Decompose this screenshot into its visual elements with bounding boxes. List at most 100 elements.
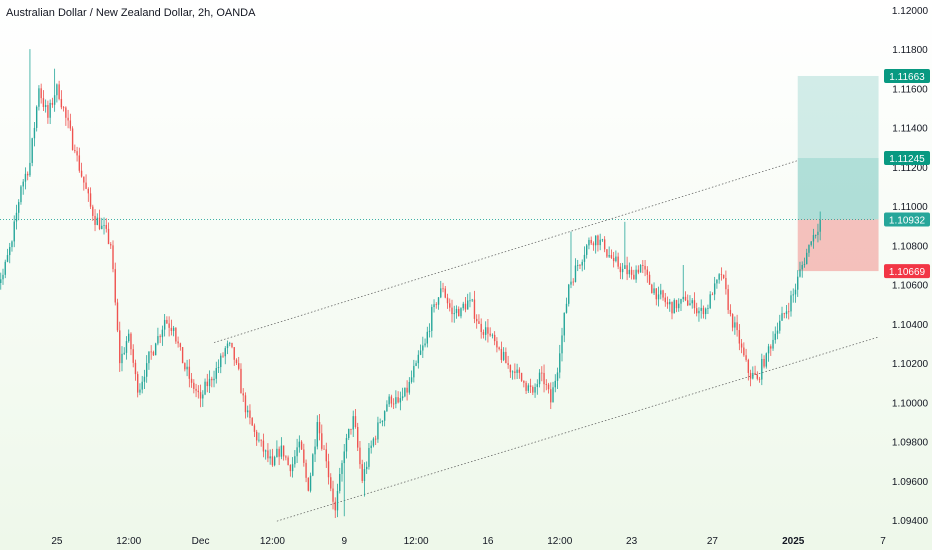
candle-body (426, 331, 429, 344)
candle-body (716, 279, 718, 284)
candle-body (282, 445, 285, 457)
candle-body (785, 311, 788, 315)
channel-upper-line[interactable] (213, 160, 798, 343)
channel-lower-line[interactable] (276, 336, 879, 522)
y-tick-label: 1.09800 (892, 438, 929, 449)
candle-body (199, 392, 202, 399)
candle-body (208, 378, 211, 387)
candle-body (783, 313, 785, 315)
target-zone-lower[interactable] (797, 158, 879, 220)
candle-body (213, 378, 215, 381)
candle-body (630, 269, 633, 275)
candle-body (298, 441, 301, 448)
candle-body (500, 349, 503, 360)
chart-title: Australian Dollar / New Zealand Dollar, … (6, 7, 256, 19)
candle-body (287, 457, 289, 466)
candle-body (42, 98, 45, 107)
y-tick-label: 1.12000 (892, 6, 929, 17)
candle-body (648, 274, 651, 285)
candle-body (285, 456, 287, 458)
candle-body (134, 362, 137, 375)
candle-body (31, 138, 33, 163)
x-tick-label: 25 (51, 536, 63, 547)
candle-body (758, 378, 761, 380)
candle-body (11, 241, 13, 248)
candle-body (671, 301, 673, 314)
candle-body (20, 186, 22, 203)
candle-body (33, 127, 36, 139)
candle-body (278, 448, 280, 457)
candle-body (487, 327, 489, 334)
candle-body (653, 288, 655, 294)
candle-body (222, 355, 224, 357)
candle-body (51, 102, 54, 105)
candle-body (170, 327, 173, 331)
candle-body (635, 269, 637, 280)
candle-body (801, 265, 803, 270)
candle-body (462, 303, 464, 309)
candle-body (332, 488, 334, 502)
candle-body (424, 343, 426, 346)
y-tick-label: 1.10200 (892, 359, 929, 370)
candle-body (731, 314, 734, 328)
candle-body (725, 277, 727, 290)
candle-body (565, 303, 568, 313)
candle-body (761, 358, 763, 380)
candle-body (480, 323, 482, 333)
candle-body (433, 304, 435, 308)
candle-body (330, 477, 332, 489)
candle-body (754, 372, 756, 375)
candle-body (267, 450, 269, 459)
candle-body (525, 382, 527, 391)
candle-body (776, 330, 779, 334)
candle-body (190, 378, 193, 383)
candle-body (390, 396, 393, 404)
x-tick-label: 27 (707, 536, 719, 547)
candle-body (166, 319, 168, 324)
x-tick-label: 12:00 (404, 536, 429, 547)
candle-body (247, 410, 249, 413)
candle-body (435, 304, 437, 306)
candle-body (637, 269, 640, 273)
candle-body (163, 319, 166, 330)
candle-body (152, 351, 155, 356)
candle-body (460, 308, 462, 317)
candle-body (520, 372, 523, 381)
candle-body (273, 457, 276, 466)
candle-body (289, 465, 292, 472)
candle-body (628, 269, 631, 275)
candle-body (157, 336, 159, 344)
candle-body (451, 307, 453, 315)
stop-zone[interactable] (797, 219, 879, 272)
candle-body (538, 372, 541, 385)
candle-body (314, 446, 316, 455)
candle-body (563, 312, 565, 336)
candle-body (794, 289, 797, 295)
candle-body (303, 449, 305, 463)
candle-body (455, 308, 458, 314)
candle-body (410, 377, 413, 382)
candle-body (168, 323, 170, 328)
candle-body (673, 300, 675, 314)
candle-body (327, 461, 330, 478)
candle-body (720, 274, 723, 276)
candle-body (13, 221, 15, 242)
candle-body (78, 155, 81, 171)
candle-body (511, 371, 514, 373)
candle-body (253, 425, 256, 432)
candle-body (60, 98, 63, 108)
candle-body (608, 255, 610, 257)
candle-body (92, 206, 94, 216)
candle-body (339, 474, 341, 491)
candle-body (271, 456, 274, 466)
candle-body (107, 228, 110, 245)
candle-body (296, 447, 298, 457)
candle-body (204, 381, 206, 395)
candle-body (774, 333, 776, 340)
candle-body (570, 281, 572, 285)
target-zone-upper[interactable] (797, 75, 879, 159)
candle-body (797, 276, 799, 290)
candle-body (556, 372, 559, 381)
